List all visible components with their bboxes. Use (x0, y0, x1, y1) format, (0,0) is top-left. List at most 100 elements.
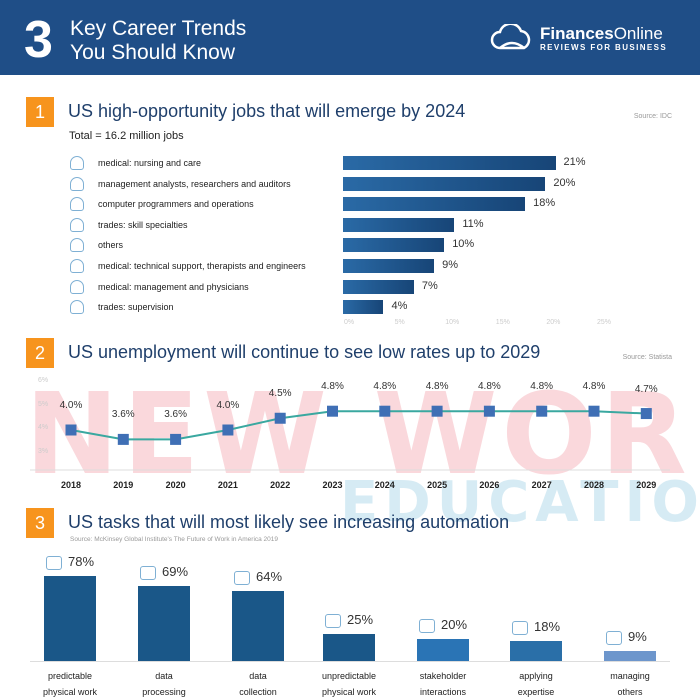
year-label: 2028 (583, 480, 605, 490)
automation-value: 25% (347, 611, 374, 627)
section-3-source: Source: McKinsey Global Institute's The … (70, 536, 279, 543)
automation-label: data collection (213, 668, 303, 700)
label-line-1: unpredictable (321, 671, 377, 681)
automation-bar (232, 591, 284, 661)
title-line-1: Key Career Trends (70, 17, 247, 40)
label-line-1: data (249, 671, 267, 681)
job-icon (70, 156, 84, 170)
label-line-1: applying (519, 671, 553, 681)
automation-bar (138, 585, 190, 661)
job-bar (343, 176, 546, 191)
automation-value: 9% (628, 629, 647, 645)
label-line-2: others (617, 687, 643, 697)
year-label: 2025 (427, 480, 448, 490)
automation-label: data processing (119, 668, 209, 700)
label-line-2: processing (142, 687, 186, 697)
label-line-1: data (155, 671, 173, 681)
data-point (483, 405, 495, 417)
brand-subtitle: REVIEWS FOR BUSINESS (540, 42, 668, 52)
data-point (431, 405, 443, 417)
point-label: 4.7% (634, 383, 658, 395)
title-line-2: You Should Know (70, 41, 236, 64)
job-label: trades: skill specialties (98, 219, 188, 230)
job-label: medical: nursing and care (98, 158, 202, 168)
data-point (274, 412, 286, 424)
automation-value: 18% (534, 619, 561, 635)
section-1-source: Source: IDC (633, 113, 672, 120)
x-tick: 20% (546, 319, 561, 326)
point-label: 4.0% (216, 400, 240, 411)
section-3-badge: 3 (26, 508, 54, 538)
section-2-badge: 2 (26, 338, 54, 368)
page-title: Key Career Trends You Should Know (70, 17, 246, 65)
job-value: 20% (553, 176, 576, 189)
header-number: 3 (24, 11, 53, 69)
data-point (117, 433, 129, 445)
year-label: 2021 (217, 480, 238, 490)
job-bar (343, 259, 435, 273)
section-1-badge: 1 (26, 97, 54, 127)
automation-value: 69% (162, 563, 189, 579)
job-value: 11% (462, 217, 484, 230)
job-icon (70, 176, 84, 191)
job-label: trades: supervision (98, 302, 174, 313)
job-label: others (98, 240, 124, 251)
job-icon (70, 238, 84, 253)
job-icon (70, 300, 84, 315)
automation-value: 64% (256, 569, 283, 585)
job-icon (70, 259, 84, 273)
automation-label: managing others (585, 668, 675, 700)
task-icon (140, 565, 156, 580)
automation-value: 78% (68, 553, 95, 569)
task-icon (234, 571, 250, 586)
cloud-icon (490, 24, 531, 50)
job-value: 7% (421, 279, 438, 292)
year-label: 2026 (479, 480, 500, 490)
y-tick: 6% (38, 377, 49, 384)
job-icon (70, 217, 84, 232)
data-point (65, 424, 77, 436)
data-point (588, 405, 600, 417)
automation-baseline (30, 661, 670, 662)
point-label: 4.8% (321, 381, 344, 393)
label-line-1: stakeholder (419, 671, 467, 681)
data-point (222, 424, 234, 436)
point-label: 4.0% (59, 400, 83, 411)
automation-label: unpredictable physical work (304, 668, 394, 700)
label-line-2: interactions (419, 687, 467, 697)
job-value: 18% (533, 197, 556, 210)
year-label: 2023 (322, 480, 343, 490)
job-value: 4% (391, 300, 408, 313)
label-line-1: managing (610, 671, 650, 681)
data-point (327, 405, 338, 417)
year-label: 2022 (270, 480, 291, 490)
job-label: management analysts, researchers and aud… (98, 178, 291, 189)
y-tick: 4% (38, 424, 49, 431)
label-line-1: predictable (47, 671, 93, 681)
job-bar (343, 300, 384, 315)
year-label: 2020 (165, 480, 186, 490)
year-label: 2019 (113, 480, 134, 490)
point-label: 4.8% (477, 381, 501, 393)
data-point (379, 405, 391, 417)
job-label: medical: management and physicians (98, 281, 249, 292)
point-label: 4.8% (373, 381, 397, 393)
data-point (536, 405, 548, 417)
task-icon (606, 631, 622, 646)
job-label: medical: technical support, therapists a… (98, 261, 306, 271)
brand-light: Online (613, 23, 663, 43)
year-label: 2018 (60, 480, 82, 490)
job-bar (343, 279, 414, 294)
automation-bar (510, 641, 562, 661)
task-icon (512, 621, 528, 636)
automation-label: stakeholder interactions (398, 668, 488, 700)
task-icon (325, 613, 341, 628)
label-line-2: expertise (517, 687, 555, 697)
job-value: 9% (442, 259, 458, 271)
automation-bar (323, 633, 375, 661)
automation-label: applying expertise (491, 668, 581, 700)
section-1-subtitle: Total = 16.2 million jobs (69, 130, 184, 142)
point-label: 4.8% (425, 381, 449, 393)
job-bar (343, 156, 556, 170)
